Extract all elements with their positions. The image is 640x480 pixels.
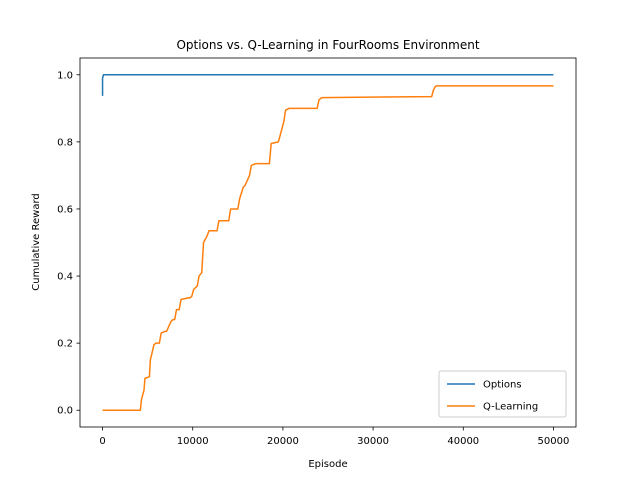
chart-title: Options vs. Q-Learning in FourRooms Envi… [176, 38, 479, 52]
x-tick-label: 0 [99, 436, 105, 447]
y-tick-label: 0.2 [57, 339, 73, 350]
legend: Options Q-Learning [438, 370, 567, 418]
x-axis-label: Episode [308, 459, 347, 470]
y-tick-label: 0.6 [57, 204, 73, 215]
axes: 0 10000 20000 30000 40000 50000 0.0 0.2 0.4 0.6 0.… [57, 57, 577, 447]
series-line-options [101, 74, 554, 96]
x-tick-label: 50000 [538, 436, 570, 447]
x-tick-label: 40000 [447, 436, 479, 447]
y-tick-label: 0.8 [57, 137, 73, 148]
x-tick-label: 30000 [357, 436, 389, 447]
y-tick-label: 0.0 [57, 406, 73, 417]
axes-frame [79, 57, 577, 428]
x-tick-label: 20000 [267, 436, 299, 447]
legend-label-q-learning: Q-Learning [483, 402, 538, 413]
x-tick-label: 10000 [177, 436, 209, 447]
y-tick-label: 0.4 [57, 272, 73, 283]
y-axis-label: Cumulative Reward [31, 193, 42, 291]
y-tick-label: 1.0 [57, 70, 73, 81]
plot-area [101, 74, 554, 411]
legend-label-options: Options [483, 380, 522, 391]
series-line-q-learning [102, 85, 554, 411]
